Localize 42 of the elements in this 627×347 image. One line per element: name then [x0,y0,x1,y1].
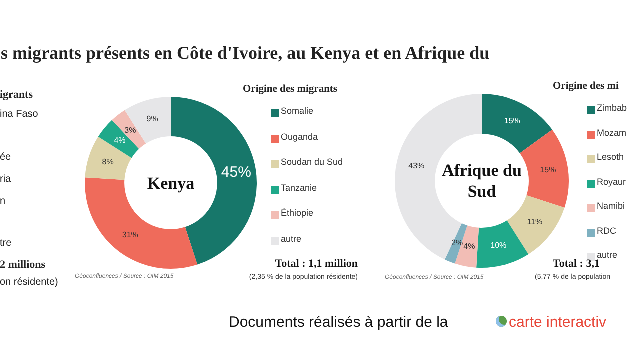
text: tre [0,238,12,249]
text: s migrants présents en Côte d'Ivoire, au Kenya et en Afrique du [1,43,490,64]
legend-label: Éthiopie [281,208,314,218]
legend-label: Somalie [281,106,314,116]
data-label: 10% [490,241,507,250]
data-label: 8% [102,158,114,167]
text: Total : 1,1 million [275,258,358,270]
data-label: 3% [124,126,136,135]
legend-label: Lesoth [597,152,624,162]
data-label: 15% [540,166,556,175]
text: ria [0,174,12,185]
legend-label: Mozam [597,128,627,138]
legend-label: Namibi [597,201,626,211]
text: carte interactiv [509,314,607,331]
text: Afrique du Sud [441,160,523,203]
legend-label: RDC [597,226,616,236]
data-label: 45% [221,164,252,181]
data-label: 4% [114,136,126,145]
data-label: 4% [464,242,476,252]
text: igrants [0,89,33,101]
data-label: 15% [504,116,520,126]
text: n [0,196,6,207]
data-label: 11% [527,217,543,226]
text: Total : 3,1 [553,258,600,270]
legend-title: Origine des mi [553,81,619,92]
legend-label: Royaur [597,176,626,186]
legend-label: Soudan du Sud [281,157,344,168]
legend-label: autre [281,234,302,244]
data-label: 31% [122,230,138,240]
legend-label: Ouganda [281,132,318,142]
text: on résidente) [0,277,58,288]
text: Kenya [146,172,196,195]
data-label: 43% [408,162,425,171]
legend-label: Zimbab [597,103,627,113]
legend-label: Tanzanie [281,182,318,193]
text: ina Faso [0,109,38,120]
text: Documents réalisés à partir de la [229,314,448,331]
legend-label: autre [597,250,618,260]
legend-title: Origine des migrants [243,84,338,95]
text: 2 millions [0,259,46,271]
text: ée [0,152,12,163]
data-label: 9% [146,114,158,124]
